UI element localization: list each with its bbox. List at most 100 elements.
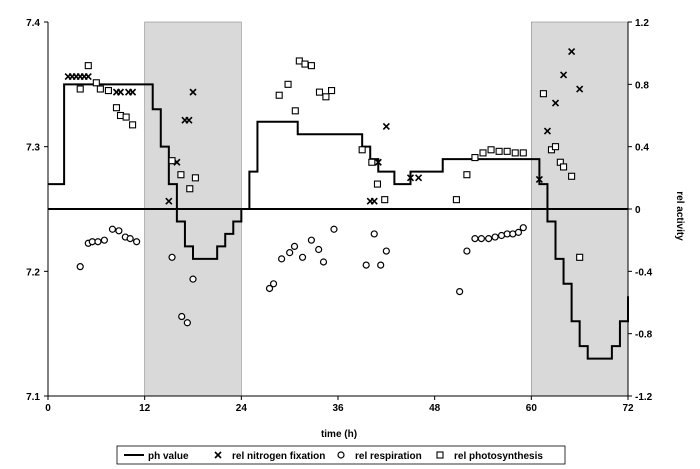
legend-item: rel nitrogen fixation	[214, 451, 325, 462]
data-point	[551, 99, 560, 107]
data-point	[298, 253, 307, 261]
legend-marker	[214, 451, 222, 459]
data-point	[319, 258, 328, 266]
data-point	[377, 261, 385, 269]
data-point	[116, 88, 125, 96]
data-point	[104, 87, 112, 95]
data-point-stroke	[129, 88, 137, 96]
data-point-stroke	[84, 72, 92, 81]
data-point	[133, 238, 141, 246]
legend-label: ph value	[148, 451, 189, 462]
data-point	[168, 253, 176, 261]
data-point	[178, 312, 186, 321]
data-point	[112, 104, 121, 112]
data-point-stroke	[576, 85, 584, 93]
data-point	[115, 227, 123, 235]
data-point	[463, 247, 471, 255]
data-point	[189, 275, 197, 283]
y-left-tick-label: 7.4	[26, 18, 40, 29]
data-point	[568, 48, 576, 56]
y-left-tick-label: 7.1	[26, 392, 40, 403]
legend: ph value rel nitrogen fixation rel respira…	[116, 445, 566, 465]
data-point	[265, 284, 274, 293]
data-point	[479, 149, 487, 157]
data-point-stroke	[543, 127, 552, 135]
x-tick-label: 36	[332, 403, 344, 414]
data-point	[100, 236, 108, 244]
data-point	[452, 196, 460, 204]
data-point	[370, 197, 378, 205]
data-point	[92, 79, 100, 87]
y-right-tick-label: -0.4	[635, 267, 653, 278]
data-point	[560, 163, 568, 171]
series-rel-respiration	[76, 224, 527, 327]
axes	[44, 21, 632, 400]
legend-label: rel respiration	[355, 451, 422, 462]
data-point	[382, 122, 390, 130]
data-point	[485, 235, 493, 243]
data-point	[543, 127, 552, 135]
x-axis-title: time (h)	[321, 429, 357, 440]
legend-marker	[436, 451, 444, 459]
y-right-tick-label: 1.2	[635, 18, 649, 29]
data-point-stroke	[559, 71, 568, 79]
data-point	[487, 146, 495, 154]
data-point	[456, 287, 464, 296]
legend-label: rel photosynthesis	[454, 451, 543, 462]
data-point	[328, 87, 336, 95]
data-point	[514, 228, 523, 236]
x-tick-label: 48	[429, 403, 441, 414]
x-tick-label: 0	[45, 403, 51, 414]
data-point-stroke	[382, 122, 390, 130]
series-rel-photosynthesis	[76, 57, 584, 261]
data-point	[290, 242, 299, 250]
data-point	[315, 88, 324, 96]
y-left-tick-label: 7.3	[26, 143, 40, 154]
data-point	[291, 107, 299, 115]
data-point	[358, 146, 366, 154]
data-point-stroke	[535, 175, 543, 183]
y-right-tick-label: -1.2	[635, 392, 653, 403]
data-point	[278, 255, 286, 263]
data-point	[519, 224, 527, 232]
data-point	[122, 113, 130, 121]
data-point	[185, 116, 193, 124]
data-point	[535, 175, 543, 183]
data-point-stroke	[374, 158, 382, 166]
data-point	[191, 174, 199, 182]
data-point	[539, 90, 547, 98]
data-point	[330, 225, 338, 233]
data-point	[96, 85, 104, 93]
data-point	[76, 263, 84, 271]
legend-item: ph value	[124, 451, 189, 462]
data-point	[559, 71, 568, 79]
legend-item: rel photosynthesis	[436, 451, 543, 462]
data-point	[307, 236, 316, 244]
data-point	[322, 93, 330, 101]
data-point	[382, 247, 390, 255]
data-point	[177, 171, 185, 179]
legend-item: rel respiration	[337, 451, 422, 462]
data-point	[471, 235, 479, 243]
x-tick-label: 12	[139, 403, 151, 414]
y-right-tick-label: 0.8	[635, 80, 649, 91]
data-point-stroke	[173, 158, 181, 166]
data-point-stroke	[551, 99, 560, 107]
data-point	[576, 85, 584, 93]
tick-labels: 0 12 24 36 48 60 72 7.1 7.2 7.3 7.4 -1.2 -0.8 -0.4 0 0.…	[26, 18, 653, 414]
data-point	[286, 249, 294, 257]
data-point	[381, 196, 389, 204]
data-point	[406, 174, 415, 182]
x-tick-label: 24	[236, 403, 248, 414]
data-point	[471, 154, 479, 162]
data-point	[551, 143, 560, 151]
data-point	[491, 233, 499, 241]
series-ph-value	[48, 83, 629, 360]
data-point	[275, 91, 283, 99]
legend-label: rel nitrogen fixation	[232, 451, 325, 462]
legend-marker-stroke	[214, 451, 222, 459]
data-point	[315, 245, 323, 254]
data-point	[373, 180, 382, 188]
data-point	[370, 230, 378, 238]
